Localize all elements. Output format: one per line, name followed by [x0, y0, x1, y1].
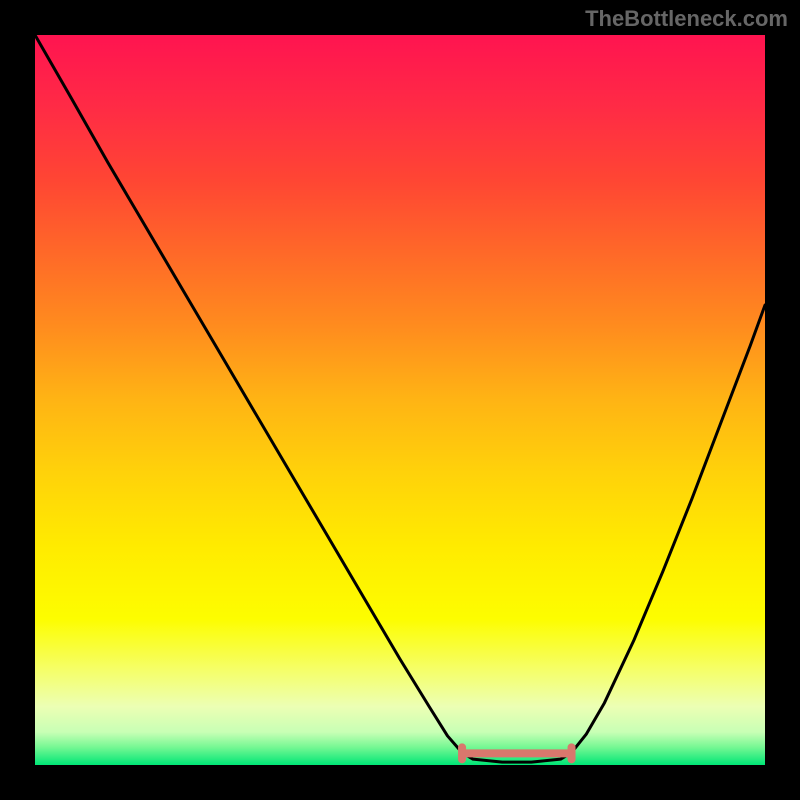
flat-band-marker [462, 747, 572, 759]
chart-container: TheBottleneck.com [0, 0, 800, 800]
watermark-text: TheBottleneck.com [585, 6, 788, 32]
curve-layer [35, 35, 765, 765]
bottleneck-curve [35, 35, 765, 762]
plot-area [35, 35, 765, 765]
